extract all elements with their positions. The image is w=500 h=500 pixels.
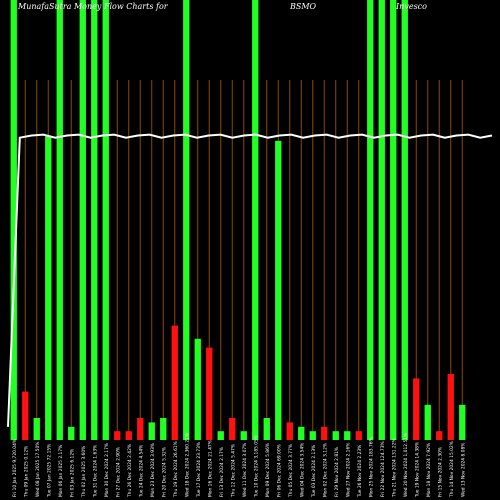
- x-tick-label: Thu 14 Nov 2024 15.02%: [449, 441, 455, 498]
- x-tick-label: Tue 03 Dec 2024 2.13%: [311, 445, 317, 498]
- x-tick-label: Mon 09 Dec 2024 5.86%: [265, 443, 271, 497]
- x-tick-label: Mon 23 Dec 2024 3.93%: [150, 443, 156, 497]
- x-tick-label: Wed 04 Dec 2024 3.54%: [299, 443, 305, 497]
- bar: [10, 0, 17, 440]
- x-tick-label: Thu 02 Jan 2025 3.60%: [81, 446, 87, 498]
- x-tick-label: Mon 16 Dec 2024 21.47%: [207, 440, 213, 497]
- bar: [252, 0, 259, 440]
- bar: [22, 391, 29, 440]
- x-tick-label: Mon 18 Nov 2024 7.92%: [426, 443, 432, 497]
- x-tick-label: Tue 31 Dec 2024 1.63%: [92, 445, 98, 498]
- bar: [298, 426, 305, 440]
- bar: [436, 431, 443, 440]
- x-tick-label: Fri 22 Nov 2024 124.73%: [380, 441, 386, 497]
- x-tick-label: Tue 26 Nov 2024 2.23%: [357, 445, 363, 498]
- x-tick-label: Mon 06 Jan 2025 2.17%: [58, 445, 64, 497]
- bar: [286, 422, 293, 440]
- bar: [240, 431, 247, 440]
- x-tick-labels: Fri 10 Jan 2025 9,720.04% Thu 09 Jan 2025…: [12, 433, 467, 498]
- bar: [125, 431, 132, 440]
- bar: [263, 418, 270, 440]
- bars: [10, 0, 466, 441]
- x-tick-label: Tue 07 Jan 2025 72.15%: [46, 444, 52, 498]
- x-tick-label: Wed 13 Nov 2024 8.08%: [460, 443, 466, 497]
- bar: [332, 431, 339, 440]
- bar: [102, 0, 109, 440]
- chart-title-symbol: BSMO: [290, 2, 317, 11]
- x-tick-label: Fri 10 Jan 2025 9,720.04%: [12, 439, 18, 497]
- bar: [321, 426, 328, 440]
- bar: [68, 426, 75, 440]
- bar: [424, 404, 431, 440]
- x-tick-label: Tue 10 Dec 2024 3,185.05%: [253, 435, 259, 498]
- bar: [114, 431, 121, 440]
- x-tick-label: Thu 26 Dec 2024 2.42%: [127, 444, 133, 498]
- x-tick-label: Mon 30 Dec 2024 2.17%: [104, 443, 110, 497]
- bar: [275, 140, 282, 441]
- bar: [148, 422, 155, 440]
- x-tick-label: Fri 20 Dec 2024 5.32%: [161, 447, 167, 497]
- x-tick-label: Tue 19 Nov 2024 14.38%: [414, 442, 420, 498]
- bar: [137, 418, 144, 440]
- bar: [206, 347, 213, 440]
- x-tick-label: Thu 21 Nov 2024 131.22%: [391, 438, 397, 498]
- bar: [344, 431, 351, 440]
- trend-line-layer: [7, 133, 493, 427]
- bar: [355, 431, 362, 440]
- bar: [367, 0, 374, 440]
- x-tick-label: Wed 20 Nov 2024 1,012.51%: [403, 433, 409, 497]
- bar: [390, 0, 397, 440]
- x-tick-label: Fri 13 Dec 2024 2.17%: [219, 447, 225, 497]
- bar: [45, 136, 52, 440]
- x-tick-label: Wed 08 Jan 2025 17.50%: [35, 442, 41, 497]
- x-tick-label: Wed 18 Dec 2024 2,360.21%: [184, 433, 190, 497]
- x-tick-label: Wed 11 Dec 2024 3.07%: [242, 443, 248, 497]
- x-tick-label: Thu 05 Dec 2024 3.77%: [288, 444, 294, 498]
- x-tick-label: Fri 27 Dec 2024 2.90%: [115, 447, 121, 497]
- x-tick-label: Thu 09 Jan 2025 0.12%: [23, 446, 29, 498]
- x-tick-label: Thu 19 Dec 2024 26.61%: [173, 441, 179, 498]
- bar: [183, 0, 190, 440]
- chart-title: MunafaSutra Money Flow Charts for: [18, 2, 168, 11]
- x-tick-label: Wed 27 Nov 2024 2.16%: [345, 443, 351, 497]
- bar: [309, 431, 316, 440]
- x-tick-label: Tue 17 Dec 2024 23.73%: [196, 442, 202, 498]
- x-tick-label: Thu 12 Dec 2024 5.47%: [230, 444, 236, 498]
- bar: [447, 374, 454, 440]
- bar: [171, 325, 178, 440]
- bar: [459, 404, 466, 440]
- trend-line: [7, 133, 493, 427]
- x-tick-label: Mon 02 Dec 2024 3.12%: [322, 443, 328, 497]
- x-tick-label: Fri 15 Nov 2024 2.30%: [437, 447, 443, 497]
- x-tick-label: Fri 06 Dec 2024 69.00%: [276, 444, 282, 497]
- bar: [413, 378, 420, 440]
- bar: [160, 418, 167, 440]
- bar: [217, 431, 224, 440]
- bar: [91, 0, 98, 440]
- bar: [378, 0, 385, 440]
- x-tick-label: Fri 03 Jan 2025 6.12%: [69, 449, 75, 497]
- bar: [79, 0, 86, 440]
- bar: [229, 418, 236, 440]
- bar: [194, 338, 201, 440]
- bar: [33, 418, 40, 440]
- x-tick-label: Mon 25 Nov 2024 183.76%: [368, 437, 374, 497]
- x-tick-label: Tue 24 Dec 2024 4.54%: [138, 445, 144, 498]
- bar: [56, 0, 63, 440]
- chart-title-issuer: Invesco: [396, 2, 427, 11]
- x-tick-label: Fri 29 Nov 2024 2.81%: [334, 447, 340, 497]
- bar: [401, 0, 408, 440]
